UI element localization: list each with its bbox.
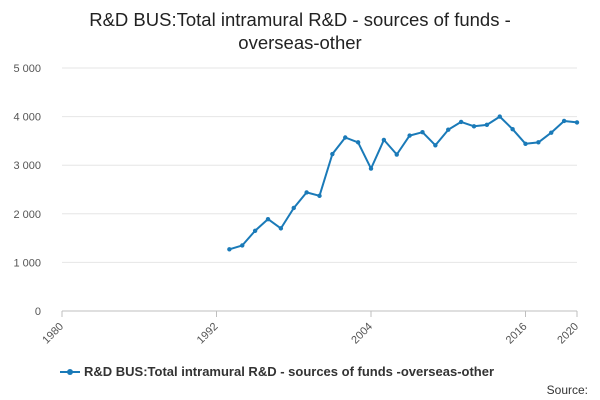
data-point: [330, 151, 335, 157]
chart-title: R&D BUS:Total intramural R&D - sources o…: [0, 8, 600, 54]
x-tick-label: 2020: [555, 321, 581, 347]
x-tick-label: 1992: [195, 321, 221, 347]
x-tick-label: 1980: [40, 321, 66, 347]
data-point: [471, 124, 477, 129]
data-point: [484, 122, 490, 128]
data-point: [510, 127, 515, 132]
series-line: [229, 115, 578, 251]
data-point: [252, 228, 258, 234]
y-tick-label: 5 000: [13, 63, 41, 75]
data-point: [433, 143, 438, 148]
data-point: [291, 205, 296, 211]
legend-swatch: [60, 367, 80, 377]
data-point: [549, 130, 554, 135]
data-point: [420, 129, 425, 135]
chart-title-line-1: R&D BUS:Total intramural R&D - sources o…: [89, 9, 511, 30]
data-point: [240, 243, 245, 248]
y-tick-label: 1 000: [13, 257, 41, 269]
data-point: [523, 141, 528, 147]
data-point: [227, 247, 232, 252]
data-point: [561, 118, 567, 124]
x-tick-label: 2016: [504, 321, 530, 347]
data-point: [343, 135, 348, 140]
data-point: [394, 152, 399, 157]
source-label: Source:: [546, 383, 588, 397]
y-tick-label: 4 000: [13, 112, 41, 124]
legend[interactable]: R&D BUS:Total intramural R&D - sources o…: [60, 364, 494, 379]
data-point: [446, 127, 451, 132]
y-tick-label: 3 000: [13, 160, 41, 172]
data-point: [458, 119, 464, 125]
data-point: [497, 114, 502, 119]
x-tick-label: 2004: [349, 321, 375, 347]
data-point: [265, 216, 271, 222]
chart-title-line-2: overseas-other: [238, 32, 362, 53]
y-tick-label: 0: [35, 306, 41, 318]
data-point: [381, 137, 387, 143]
legend-label: R&D BUS:Total intramural R&D - sources o…: [84, 364, 495, 379]
data-point: [407, 133, 412, 138]
data-point: [368, 166, 374, 171]
data-point: [317, 193, 322, 199]
data-point: [278, 226, 284, 231]
y-tick-label: 2 000: [13, 209, 41, 221]
data-point: [355, 140, 361, 145]
data-point: [536, 140, 541, 145]
data-point: [304, 190, 309, 195]
data-point: [574, 120, 580, 125]
